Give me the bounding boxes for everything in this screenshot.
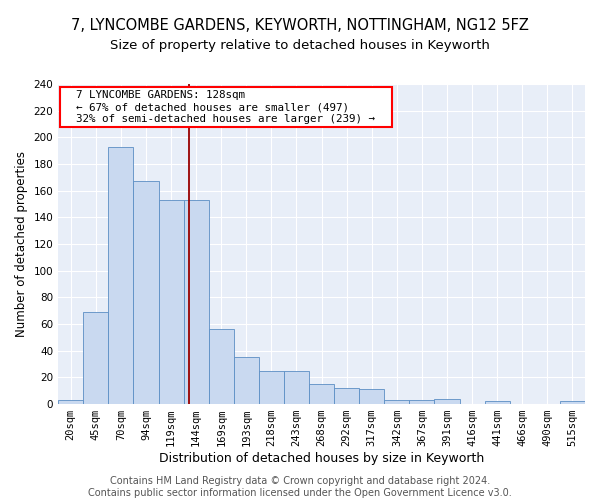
Bar: [184, 200, 209, 404]
Text: Size of property relative to detached houses in Keyworth: Size of property relative to detached ho…: [110, 39, 490, 52]
Bar: [560, 402, 585, 404]
Bar: [434, 398, 460, 404]
X-axis label: Distribution of detached houses by size in Keyworth: Distribution of detached houses by size …: [159, 452, 484, 465]
Text: 7 LYNCOMBE GARDENS: 128sqm  
  ← 67% of detached houses are smaller (497)  
  32: 7 LYNCOMBE GARDENS: 128sqm ← 67% of deta…: [64, 90, 388, 124]
Bar: [234, 358, 259, 404]
Text: 7, LYNCOMBE GARDENS, KEYWORTH, NOTTINGHAM, NG12 5FZ: 7, LYNCOMBE GARDENS, KEYWORTH, NOTTINGHA…: [71, 18, 529, 32]
Bar: [109, 146, 133, 404]
Bar: [209, 330, 234, 404]
Bar: [158, 200, 184, 404]
Bar: [58, 400, 83, 404]
Y-axis label: Number of detached properties: Number of detached properties: [15, 151, 28, 337]
Bar: [485, 402, 510, 404]
Bar: [359, 390, 385, 404]
Bar: [309, 384, 334, 404]
Bar: [133, 182, 158, 404]
Bar: [409, 400, 434, 404]
Text: Contains HM Land Registry data © Crown copyright and database right 2024.
Contai: Contains HM Land Registry data © Crown c…: [88, 476, 512, 498]
Bar: [284, 370, 309, 404]
Bar: [385, 400, 409, 404]
Bar: [334, 388, 359, 404]
Bar: [259, 370, 284, 404]
Bar: [83, 312, 109, 404]
